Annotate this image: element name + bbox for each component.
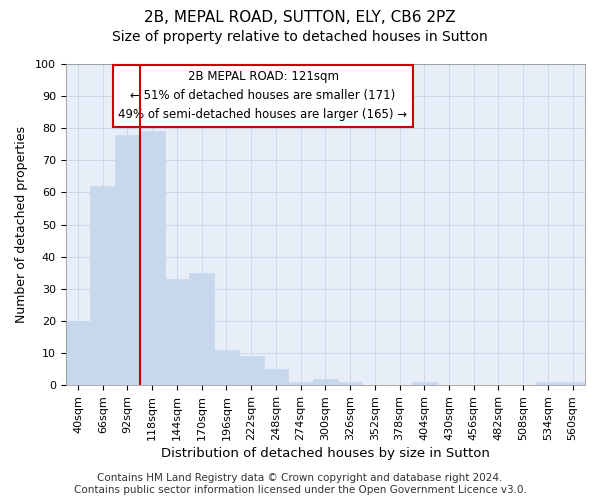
Bar <box>412 382 437 385</box>
Bar <box>263 369 288 385</box>
Bar <box>313 379 338 385</box>
Bar <box>239 356 263 385</box>
Bar <box>560 382 585 385</box>
Bar <box>536 382 560 385</box>
X-axis label: Distribution of detached houses by size in Sutton: Distribution of detached houses by size … <box>161 447 490 460</box>
Text: 2B, MEPAL ROAD, SUTTON, ELY, CB6 2PZ: 2B, MEPAL ROAD, SUTTON, ELY, CB6 2PZ <box>144 10 456 25</box>
Text: Contains HM Land Registry data © Crown copyright and database right 2024.
Contai: Contains HM Land Registry data © Crown c… <box>74 474 526 495</box>
Text: Size of property relative to detached houses in Sutton: Size of property relative to detached ho… <box>112 30 488 44</box>
Bar <box>190 273 214 385</box>
Bar <box>288 382 313 385</box>
Text: 2B MEPAL ROAD: 121sqm
← 51% of detached houses are smaller (171)
49% of semi-det: 2B MEPAL ROAD: 121sqm ← 51% of detached … <box>118 70 407 122</box>
Y-axis label: Number of detached properties: Number of detached properties <box>15 126 28 323</box>
Bar <box>140 132 164 385</box>
Bar <box>115 134 140 385</box>
Bar <box>65 321 91 385</box>
Bar <box>164 279 190 385</box>
Bar <box>91 186 115 385</box>
Bar <box>214 350 239 385</box>
Bar <box>338 382 362 385</box>
